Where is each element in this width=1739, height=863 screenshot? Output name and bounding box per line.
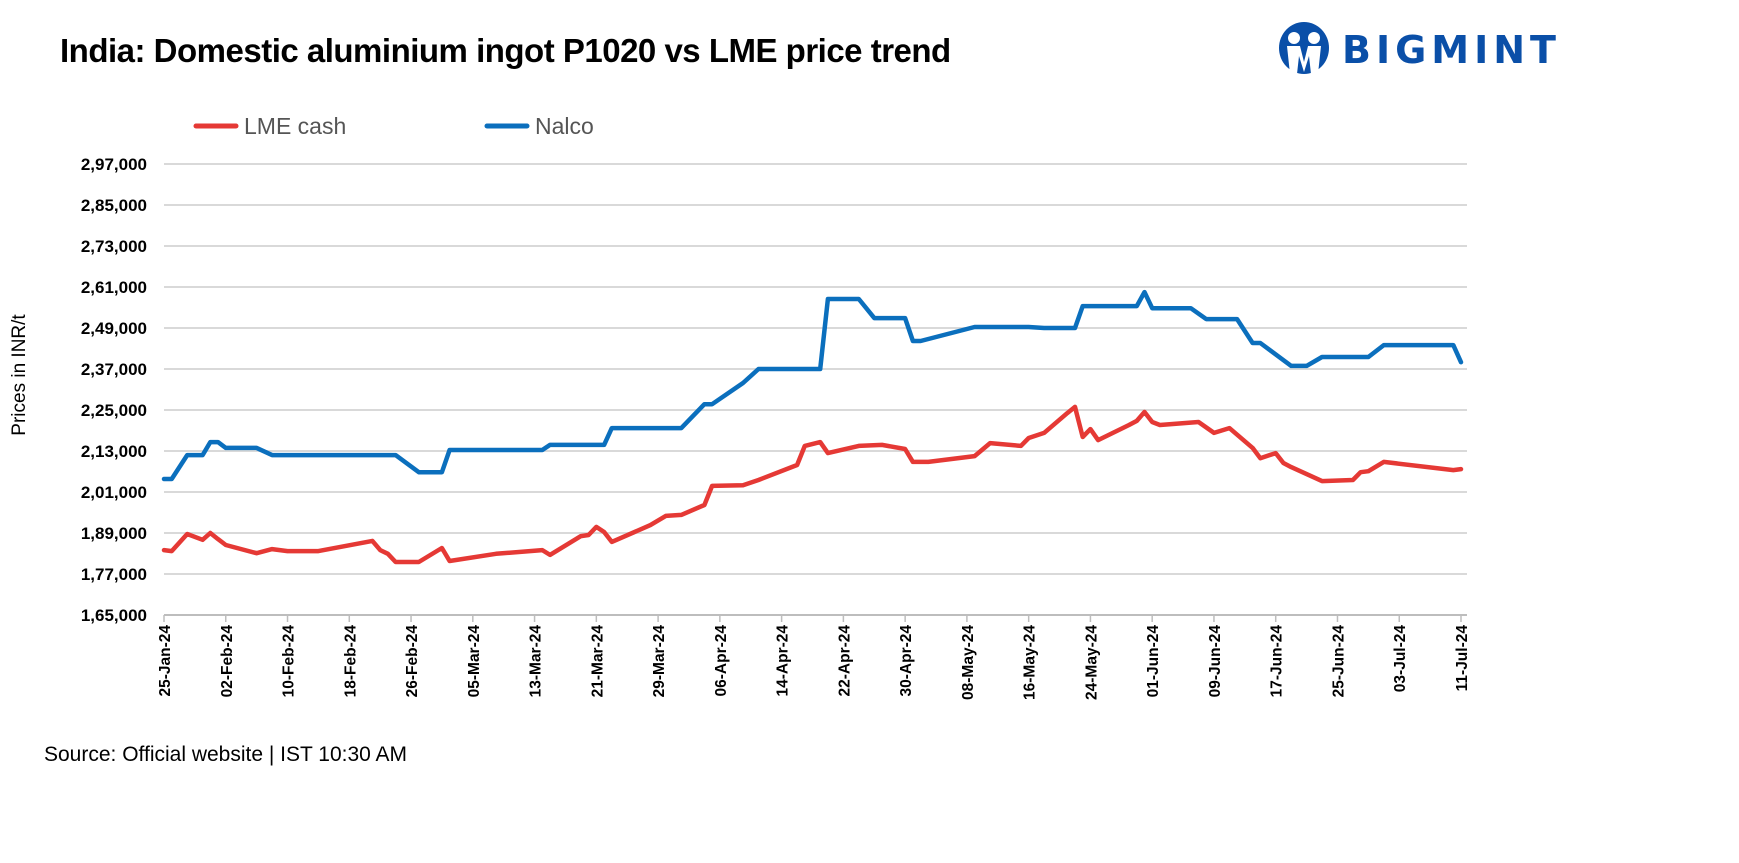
x-tick-label: 25-Jan-24 xyxy=(157,625,174,697)
source-note: Source: Official website | IST 10:30 AM xyxy=(44,743,408,766)
series-line-lme-cash xyxy=(161,404,1464,565)
legend-label: LME cash xyxy=(244,113,346,139)
x-tick-label: 21-Mar-24 xyxy=(589,625,606,698)
x-tick-label: 02-Feb-24 xyxy=(219,625,236,698)
gridlines xyxy=(164,163,1467,616)
y-tick-label: 2,85,000 xyxy=(81,196,147,215)
logo-text: BIGMINT xyxy=(1342,28,1561,72)
y-tick-label: 2,37,000 xyxy=(81,360,147,379)
x-tick-label: 26-Feb-24 xyxy=(404,625,421,698)
x-tick-label: 09-Jun-24 xyxy=(1207,625,1224,698)
x-tick-label: 25-Jun-24 xyxy=(1330,625,1347,698)
x-tick-label: 24-May-24 xyxy=(1083,625,1100,700)
x-tick-label: 22-Apr-24 xyxy=(836,625,853,697)
series-lines xyxy=(161,289,1464,565)
x-tick-label: 13-Mar-24 xyxy=(528,625,545,698)
y-tick-label: 2,13,000 xyxy=(81,442,147,461)
y-tick-label: 1,65,000 xyxy=(81,606,147,625)
y-tick-label: 1,89,000 xyxy=(81,524,147,543)
y-axis-ticks: 1,65,000 1,77,000 1,89,000 2,01,000 2,13,000… xyxy=(81,155,147,625)
x-axis-ticks: 25-Jan-24 02-Feb-24 10-Feb-24 18-Feb-24 26-F… xyxy=(157,615,1471,700)
x-tick-label: 18-Feb-24 xyxy=(342,625,359,698)
logo-icon xyxy=(1279,22,1329,74)
legend: LME cash Nalco xyxy=(193,113,594,139)
x-tick-label: 01-Jun-24 xyxy=(1145,625,1162,698)
y-tick-label: 1,77,000 xyxy=(81,565,147,584)
x-tick-label: 17-Jun-24 xyxy=(1269,625,1286,698)
y-tick-label: 2,25,000 xyxy=(81,401,147,420)
x-tick-label: 14-Apr-24 xyxy=(775,625,792,697)
chart-title: India: Domestic aluminium ingot P1020 vs… xyxy=(60,32,951,69)
y-tick-label: 2,97,000 xyxy=(81,155,147,174)
y-tick-label: 2,73,000 xyxy=(81,237,147,256)
x-tick-label: 11-Jul-24 xyxy=(1454,625,1471,692)
y-tick-label: 2,61,000 xyxy=(81,278,147,297)
x-tick-label: 16-May-24 xyxy=(1022,625,1039,700)
bigmint-logo: BIGMINT xyxy=(1278,22,1561,78)
y-axis-label: Prices in INR/t xyxy=(9,314,30,436)
series-line-nalco xyxy=(161,289,1464,482)
x-tick-label: 29-Mar-24 xyxy=(651,625,668,698)
x-tick-label: 30-Apr-24 xyxy=(898,625,915,697)
x-tick-label: 06-Apr-24 xyxy=(713,625,730,697)
x-tick-label: 05-Mar-24 xyxy=(466,625,483,698)
x-tick-label: 03-Jul-24 xyxy=(1392,625,1409,693)
x-tick-label: 10-Feb-24 xyxy=(281,625,298,698)
y-tick-label: 2,49,000 xyxy=(81,319,147,338)
x-tick-label: 08-May-24 xyxy=(960,625,977,700)
y-tick-label: 2,01,000 xyxy=(81,483,147,502)
legend-label: Nalco xyxy=(535,113,594,139)
